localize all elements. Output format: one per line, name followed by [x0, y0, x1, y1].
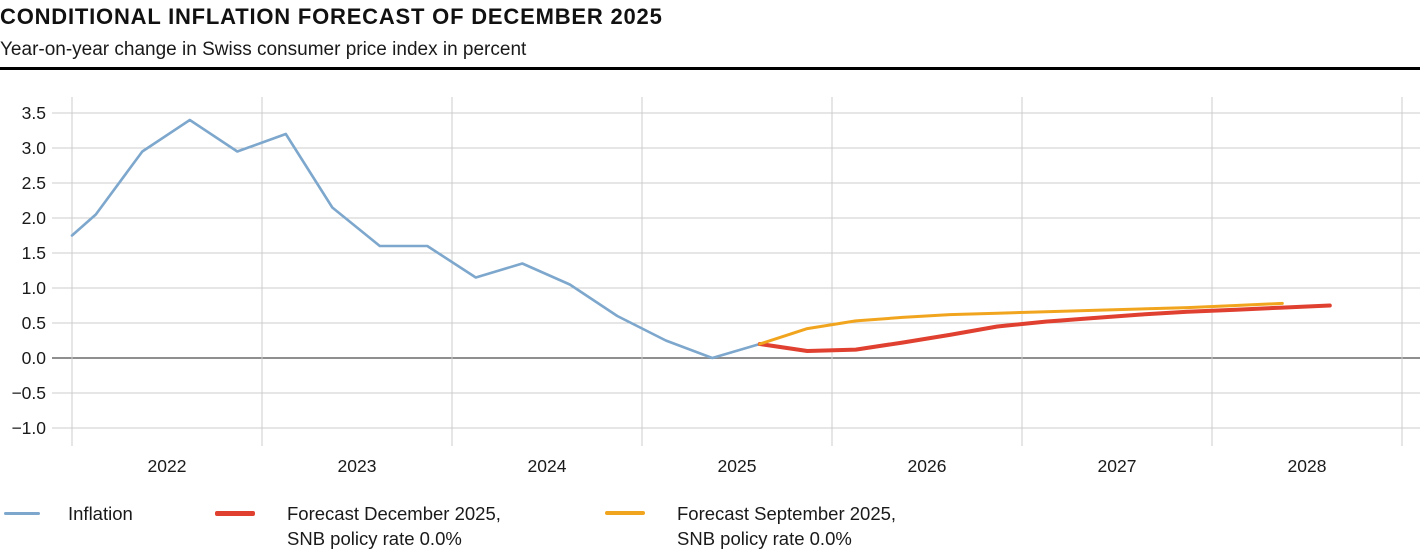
x-axis-tick-label: 2026 [908, 456, 947, 476]
y-axis-tick-label: −0.5 [11, 383, 46, 403]
x-axis-tick-label: 2027 [1098, 456, 1137, 476]
legend-label-line2: SNB policy rate 0.0% [677, 528, 852, 549]
y-axis-tick-label: 2.0 [22, 208, 47, 228]
y-axis-tick-label: 1.5 [22, 243, 46, 263]
x-axis-tick-label: 2024 [528, 456, 567, 476]
y-axis-tick-label: 0.5 [22, 313, 46, 333]
legend-label-line2: SNB policy rate 0.0% [287, 528, 462, 549]
y-axis-tick-label: 0.0 [22, 348, 47, 368]
legend-label: Inflation [68, 503, 133, 524]
forecast-december-line-swatch [215, 511, 255, 516]
legend-label: Forecast December 2025, [287, 503, 501, 524]
chart-legend: Inflation Forecast December 2025, SNB po… [0, 495, 1420, 560]
y-axis-tick-label: 3.5 [22, 103, 46, 123]
inflation-line-swatch [4, 512, 40, 515]
x-axis-tick-label: 2028 [1288, 456, 1327, 476]
y-axis-tick-label: −1.0 [11, 418, 46, 438]
page-title: CONDITIONAL INFLATION FORECAST OF DECEMB… [0, 4, 663, 29]
y-axis-tick-label: 3.0 [22, 138, 47, 158]
series-line-forecast-september-2025 [758, 301, 1284, 346]
header-divider [0, 67, 1420, 70]
series-line-inflation [70, 118, 762, 360]
forecast-september-line-swatch [605, 511, 645, 515]
x-axis-tick-label: 2022 [148, 456, 187, 476]
y-axis-tick-label: 1.0 [22, 278, 47, 298]
x-axis-tick-label: 2023 [338, 456, 377, 476]
legend-label: Forecast September 2025, [677, 503, 897, 524]
y-axis-tick-label: 2.5 [22, 173, 46, 193]
chart-subtitle: Year-on-year change in Swiss consumer pr… [0, 39, 527, 60]
x-axis-tick-label: 2025 [718, 456, 757, 476]
series-line-forecast-december-2025 [757, 303, 1332, 353]
